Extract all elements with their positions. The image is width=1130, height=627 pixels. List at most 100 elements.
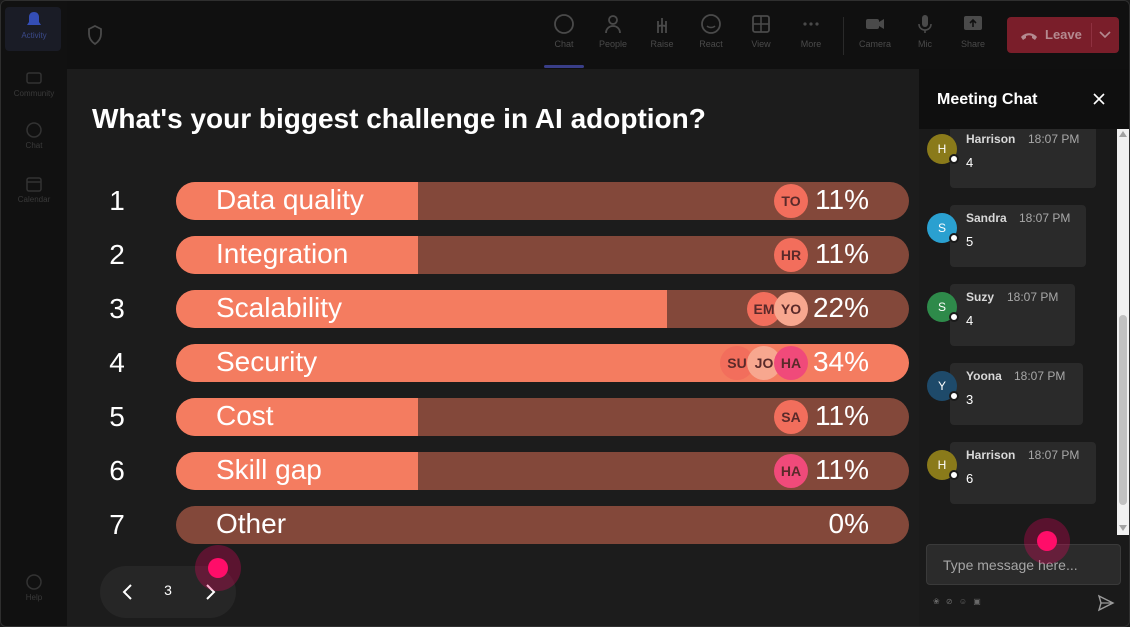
rail-item-chat[interactable]: Chat <box>1 121 67 150</box>
meeting-chat-panel: Meeting Chat Harrison 18:07 PM 4 H Sandra 18:… <box>919 69 1129 626</box>
result-bar-fill <box>176 398 418 436</box>
poll-option-row: 7 Other 0% <box>67 506 919 544</box>
option-number: 2 <box>109 239 125 270</box>
message-time: 18:07 PM <box>1019 211 1071 225</box>
leave-label: Leave <box>1045 27 1082 42</box>
option-label: Skill gap <box>216 454 322 485</box>
meeting-toolbar: Chat People Raise React View More Camera <box>67 1 1129 69</box>
poll-option-row: 2 Integration 11% HR <box>67 236 919 274</box>
chat-title: Meeting Chat <box>937 91 1038 108</box>
chat-icon <box>554 14 574 34</box>
voter-avatar: HR <box>774 238 808 272</box>
message-bubble: Sandra 18:07 PM 5 <box>950 205 1086 267</box>
option-percent: 11% <box>815 454 869 485</box>
more-dots-icon <box>803 22 819 26</box>
chat-message[interactable]: Harrison 18:07 PM 6 H <box>927 442 1115 504</box>
grid-icon <box>752 15 770 33</box>
chat-message-input[interactable] <box>926 544 1121 585</box>
raise-hand-icon <box>657 18 667 33</box>
result-bar: Other 0% <box>176 506 909 544</box>
chat-message[interactable]: Harrison 18:07 PM 4 H <box>927 129 1115 188</box>
chat-icon <box>26 122 42 138</box>
scroll-down-arrow-icon[interactable] <box>1119 525 1127 531</box>
formatting-icons[interactable]: ❀ ⊘ ☺ ▣ <box>933 597 983 606</box>
voter-avatar: HA <box>774 346 808 380</box>
rail-item-community[interactable]: Community <box>1 69 67 98</box>
toolbar-camera-label: Camera <box>858 39 891 49</box>
people-icon <box>605 15 621 34</box>
poll-option-row: 3 Scalability 22% EM YO <box>67 290 919 328</box>
toolbar-react-button[interactable]: React <box>689 13 733 49</box>
toolbar-mic-button[interactable]: Mic <box>903 13 947 49</box>
result-bar-fill <box>176 182 418 220</box>
scroll-up-arrow-icon[interactable] <box>1119 131 1127 137</box>
share-screen-icon <box>964 16 982 30</box>
toolbar-more-label: More <box>800 39 822 49</box>
voter-avatar: SA <box>774 400 808 434</box>
option-label: Cost <box>216 400 274 431</box>
toolbar-camera-button[interactable]: Camera <box>853 13 897 49</box>
rail-item-help[interactable]: Help <box>1 573 67 602</box>
message-bubble: Harrison 18:07 PM 6 <box>950 442 1096 504</box>
microphone-icon <box>918 15 932 33</box>
rail-item-label: Help <box>25 593 43 602</box>
result-bar: Data quality 11% TO <box>176 182 909 220</box>
rail-item-label: Activity <box>21 31 47 40</box>
toolbar-more-button[interactable]: More <box>789 13 833 49</box>
chevron-down-icon[interactable] <box>1099 31 1111 39</box>
message-bubble: Harrison 18:07 PM 4 <box>950 129 1096 188</box>
chat-message[interactable]: Yoona 18:07 PM 3 Y <box>927 363 1115 425</box>
click-indicator <box>195 545 241 591</box>
poll-results-panel: What's your biggest challenge in AI adop… <box>67 69 919 626</box>
sender-name: Suzy <box>966 290 995 304</box>
rail-item-calendar[interactable]: Calendar <box>1 175 67 204</box>
toolbar-raise-button[interactable]: Raise <box>640 13 684 49</box>
message-text: 4 <box>966 155 974 170</box>
toolbar-react-label: React <box>699 39 723 49</box>
chat-message[interactable]: Suzy 18:07 PM 4 S <box>927 284 1115 346</box>
smiley-icon <box>701 14 721 34</box>
result-bar: Integration 11% HR <box>176 236 909 274</box>
message-text: 4 <box>966 313 974 328</box>
poll-option-row: 5 Cost 11% SA <box>67 398 919 436</box>
result-bar: Skill gap 11% HA <box>176 452 909 490</box>
toolbar-view-button[interactable]: View <box>739 13 783 49</box>
chat-message-list[interactable]: Harrison 18:07 PM 4 H Sandra 18:07 PM 5 S Suzy 18… <box>919 129 1115 535</box>
message-time: 18:07 PM <box>1028 132 1080 146</box>
toolbar-people-button[interactable]: People <box>591 13 635 49</box>
option-number: 3 <box>109 293 125 324</box>
toolbar-chat-button[interactable]: Chat <box>542 13 586 49</box>
message-bubble: Yoona 18:07 PM 3 <box>950 363 1083 425</box>
avatar[interactable]: H <box>927 134 957 164</box>
rail-item-label: Chat <box>25 141 43 150</box>
option-number: 5 <box>109 401 125 432</box>
toolbar-share-button[interactable]: Share <box>951 13 995 49</box>
presence-status-icon <box>949 391 959 401</box>
chevron-left-icon[interactable] <box>116 580 140 604</box>
toolbar-divider <box>843 17 844 55</box>
close-icon[interactable] <box>1091 91 1107 107</box>
chat-scrollbar-thumb[interactable] <box>1119 315 1127 505</box>
presence-status-icon <box>949 154 959 164</box>
chat-active-indicator <box>544 65 584 68</box>
voter-avatar: YO <box>774 292 808 326</box>
rail-item-activity[interactable]: Activity <box>1 11 67 40</box>
option-number: 4 <box>109 347 125 378</box>
chevron-right-icon[interactable] <box>198 580 222 604</box>
option-percent: 11% <box>815 184 869 215</box>
leave-button[interactable]: Leave <box>1007 17 1119 53</box>
send-icon[interactable] <box>1097 594 1115 612</box>
poll-question: What's your biggest challenge in AI adop… <box>92 103 706 134</box>
option-number: 6 <box>109 455 125 486</box>
message-text: 3 <box>966 392 974 407</box>
message-time: 18:07 PM <box>1028 448 1080 462</box>
option-label: Other <box>216 508 287 539</box>
shield-icon <box>88 25 102 45</box>
option-label: Integration <box>216 238 349 269</box>
chat-message[interactable]: Sandra 18:07 PM 5 S <box>927 205 1115 267</box>
toolbar-raise-label: Raise <box>650 39 674 49</box>
option-label: Data quality <box>216 184 364 215</box>
result-bar: Security 34% SU JO HA <box>176 344 909 382</box>
toolbar-people-label: People <box>598 39 628 49</box>
bell-icon <box>27 12 41 25</box>
